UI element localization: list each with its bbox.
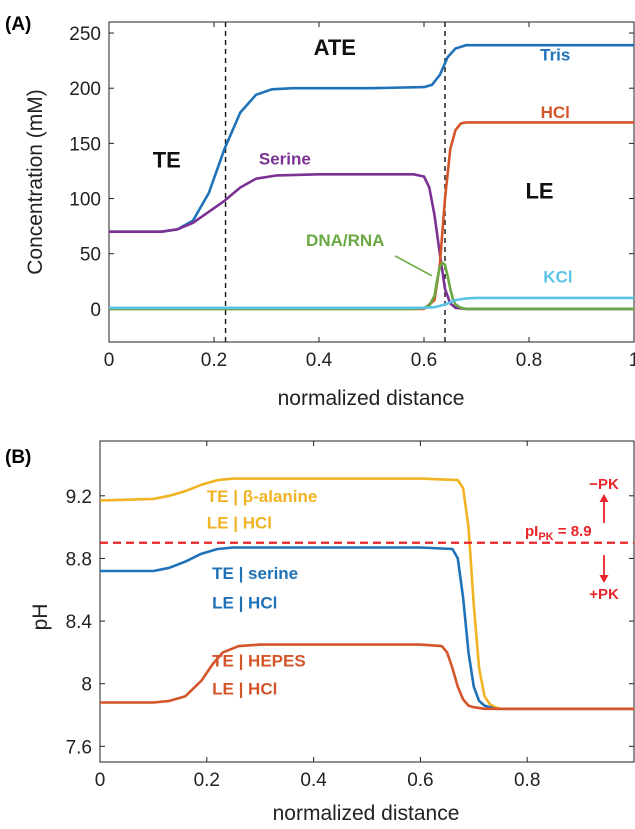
positive-pk-label: +PK bbox=[589, 586, 619, 603]
y-tick-label: 8 bbox=[81, 675, 92, 696]
x-tick-label: 0 bbox=[104, 350, 115, 371]
series-line-te-alanine-le-hcl bbox=[100, 477, 634, 711]
series-line-tris bbox=[109, 43, 634, 233]
series-label-kcl: KCl bbox=[543, 267, 572, 286]
panel-a: (A) Concentration (mM) normalized distan… bbox=[5, 14, 635, 410]
y-tick-label: 50 bbox=[80, 245, 101, 266]
negative-pk-label: −PK bbox=[589, 476, 619, 493]
y-tick-label: 8.4 bbox=[66, 612, 93, 633]
x-tick-label: 1 bbox=[629, 350, 635, 371]
x-tick-label: 0.4 bbox=[306, 350, 333, 371]
x-tick-label: 0.2 bbox=[201, 350, 227, 371]
y-tick-label: 250 bbox=[69, 24, 101, 45]
plot-area bbox=[100, 477, 634, 711]
y-tick-label: 0 bbox=[90, 300, 101, 321]
dna-rna-leader-line bbox=[394, 255, 433, 277]
x-tick-label: 0.6 bbox=[411, 350, 437, 371]
series-line-te-hepes-le-hcl bbox=[100, 643, 634, 711]
plot-frame bbox=[108, 21, 635, 343]
panel-a-x-axis-label: normalized distance bbox=[278, 387, 465, 410]
zone-label-ate: ATE bbox=[314, 35, 356, 60]
series-label-te-hepes-le-hcl: TE | HEPES bbox=[212, 651, 306, 670]
series-line-te-serine-le-hcl bbox=[100, 546, 634, 711]
y-tick-label: 8.8 bbox=[66, 549, 92, 570]
series-label-te-serine-le-hcl: LE | HCl bbox=[212, 594, 277, 613]
panel-b-y-axis-label: pH bbox=[29, 604, 52, 631]
series-label-serine: Serine bbox=[259, 149, 311, 168]
series-label-te-alanine-le-hcl: LE | HCl bbox=[207, 514, 272, 533]
y-tick-label: 9.2 bbox=[66, 487, 92, 508]
panel-a-y-axis-label: Concentration (mM) bbox=[24, 89, 47, 275]
pi-label: pIPK = 8.9 bbox=[525, 523, 592, 543]
series-label-dna-rna: DNA/RNA bbox=[306, 231, 384, 250]
panel-b-label: (B) bbox=[5, 447, 31, 468]
series-label-te-serine-le-hcl: TE | serine bbox=[212, 564, 298, 583]
series-label-te-hepes-le-hcl: LE | HCl bbox=[212, 680, 277, 699]
plot-area bbox=[109, 22, 634, 342]
panel-a-label: (A) bbox=[5, 14, 31, 35]
y-tick-label: 200 bbox=[69, 79, 101, 100]
zone-label-te: TE bbox=[153, 148, 181, 173]
x-tick-label: 0.8 bbox=[514, 770, 540, 791]
x-tick-label: 0 bbox=[95, 770, 106, 791]
zone-label-le: LE bbox=[525, 179, 553, 204]
y-tick-label: 150 bbox=[69, 134, 101, 155]
up-arrow-head bbox=[599, 494, 609, 502]
series-label-te-alanine-le-hcl: TE | β-alanine bbox=[207, 487, 318, 506]
down-arrow-head bbox=[599, 575, 609, 583]
plot-frame bbox=[99, 440, 635, 763]
y-tick-label: 7.6 bbox=[66, 737, 92, 758]
x-tick-label: 0.6 bbox=[407, 770, 433, 791]
series-line-kcl bbox=[109, 296, 634, 310]
x-tick-label: 0.8 bbox=[516, 350, 542, 371]
series-label-tris: Tris bbox=[540, 46, 570, 65]
x-tick-label: 0.4 bbox=[300, 770, 327, 791]
series-line-serine bbox=[109, 173, 634, 311]
panel-b: (B) pH normalized distance 0 0.2 0.4 0.6 0.8… bbox=[5, 440, 635, 825]
x-tick-label: 0.2 bbox=[194, 770, 220, 791]
panel-b-x-axis-label: normalized distance bbox=[273, 802, 460, 825]
y-tick-label: 100 bbox=[69, 190, 101, 211]
series-label-hcl: HCl bbox=[541, 103, 570, 122]
